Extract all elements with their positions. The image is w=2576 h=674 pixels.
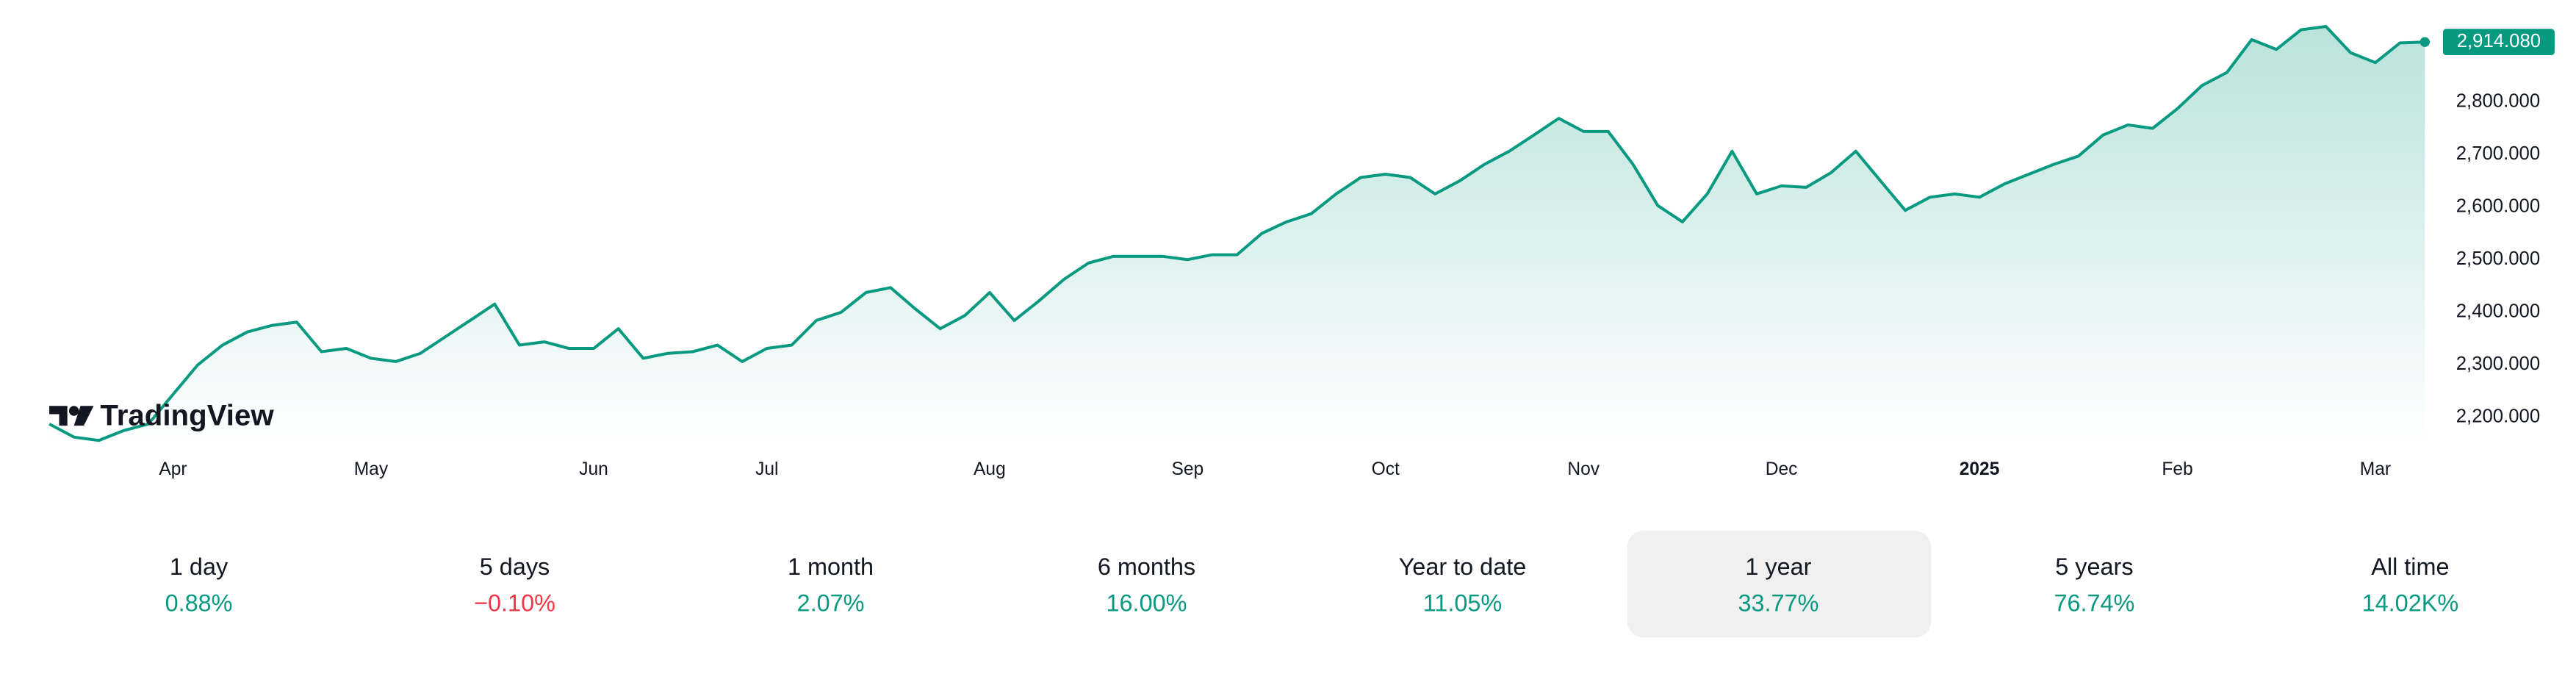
period-label: 1 month (788, 553, 874, 580)
period[interactable]: 1 month 2.07% (788, 553, 874, 616)
x-tick-label: Jun (579, 459, 608, 479)
y-tick-label: 2,600.000 (2456, 196, 2540, 217)
x-tick-label: Mar (2360, 459, 2391, 479)
area (49, 26, 2425, 444)
price-tag (2442, 29, 2555, 56)
period[interactable]: Year to date 11.05% (1399, 553, 1527, 616)
period-change: −0.10% (474, 589, 555, 616)
period-label: 5 days (480, 553, 550, 580)
period-change: 14.02K% (2362, 589, 2459, 616)
period[interactable]: 5 days −0.10% (474, 553, 555, 616)
brand: TradingView (100, 399, 274, 432)
period-change: 33.77% (1738, 589, 1818, 616)
period-change: 16.00% (1107, 589, 1187, 616)
period-label: Year to date (1399, 553, 1527, 580)
line (48, 24, 2425, 442)
x-tick-label: 2025 (1960, 459, 2000, 479)
period-label: 1 day (170, 553, 229, 580)
brand-logo: TradingView (49, 399, 274, 432)
x-tick-label: Feb (2162, 459, 2192, 479)
period-change: 11.05% (1423, 589, 1503, 616)
x-tick-label: Sep (1171, 459, 1204, 479)
period-selected-bg (1627, 531, 1932, 638)
y-tick-label: 2,700.000 (2456, 143, 2540, 164)
period[interactable]: 1 day 0.88% (165, 553, 233, 616)
y-tick-label: 2,800.000 (2456, 91, 2540, 112)
x-tick-label: Dec (1766, 459, 1798, 479)
period-change: 2.07% (797, 589, 865, 616)
x-tick-label: May (354, 459, 389, 479)
y-tick-label: 2,300.000 (2456, 354, 2540, 374)
period-label: All time (2371, 553, 2449, 580)
x-tick-label: Jul (755, 459, 778, 479)
period[interactable]: All time 14.02K% (2362, 553, 2459, 616)
price-label: 2,914.080 (2457, 31, 2541, 51)
y-tick-label: 2,200.000 (2456, 406, 2540, 427)
x-tick-label: Oct (1372, 459, 1400, 479)
period-label: 6 months (1098, 553, 1195, 580)
period-label: 1 year (1745, 553, 1811, 580)
period-change: 76.74% (2054, 589, 2134, 616)
x-tick-label: Apr (159, 459, 187, 479)
x-tick-label: Aug (974, 459, 1006, 479)
period-change: 0.88% (165, 589, 233, 616)
period-label: 5 years (2055, 553, 2133, 580)
y-tick-label: 2,400.000 (2456, 301, 2540, 322)
period[interactable]: 5 years 76.74% (2054, 553, 2134, 616)
y-tick-label: 2,500.000 (2456, 248, 2540, 269)
last-point (2420, 37, 2430, 47)
period[interactable]: 1 year 33.77% (1738, 553, 1818, 616)
x-tick-label: Nov (1567, 459, 1600, 479)
period[interactable]: 6 months 16.00% (1098, 553, 1195, 616)
